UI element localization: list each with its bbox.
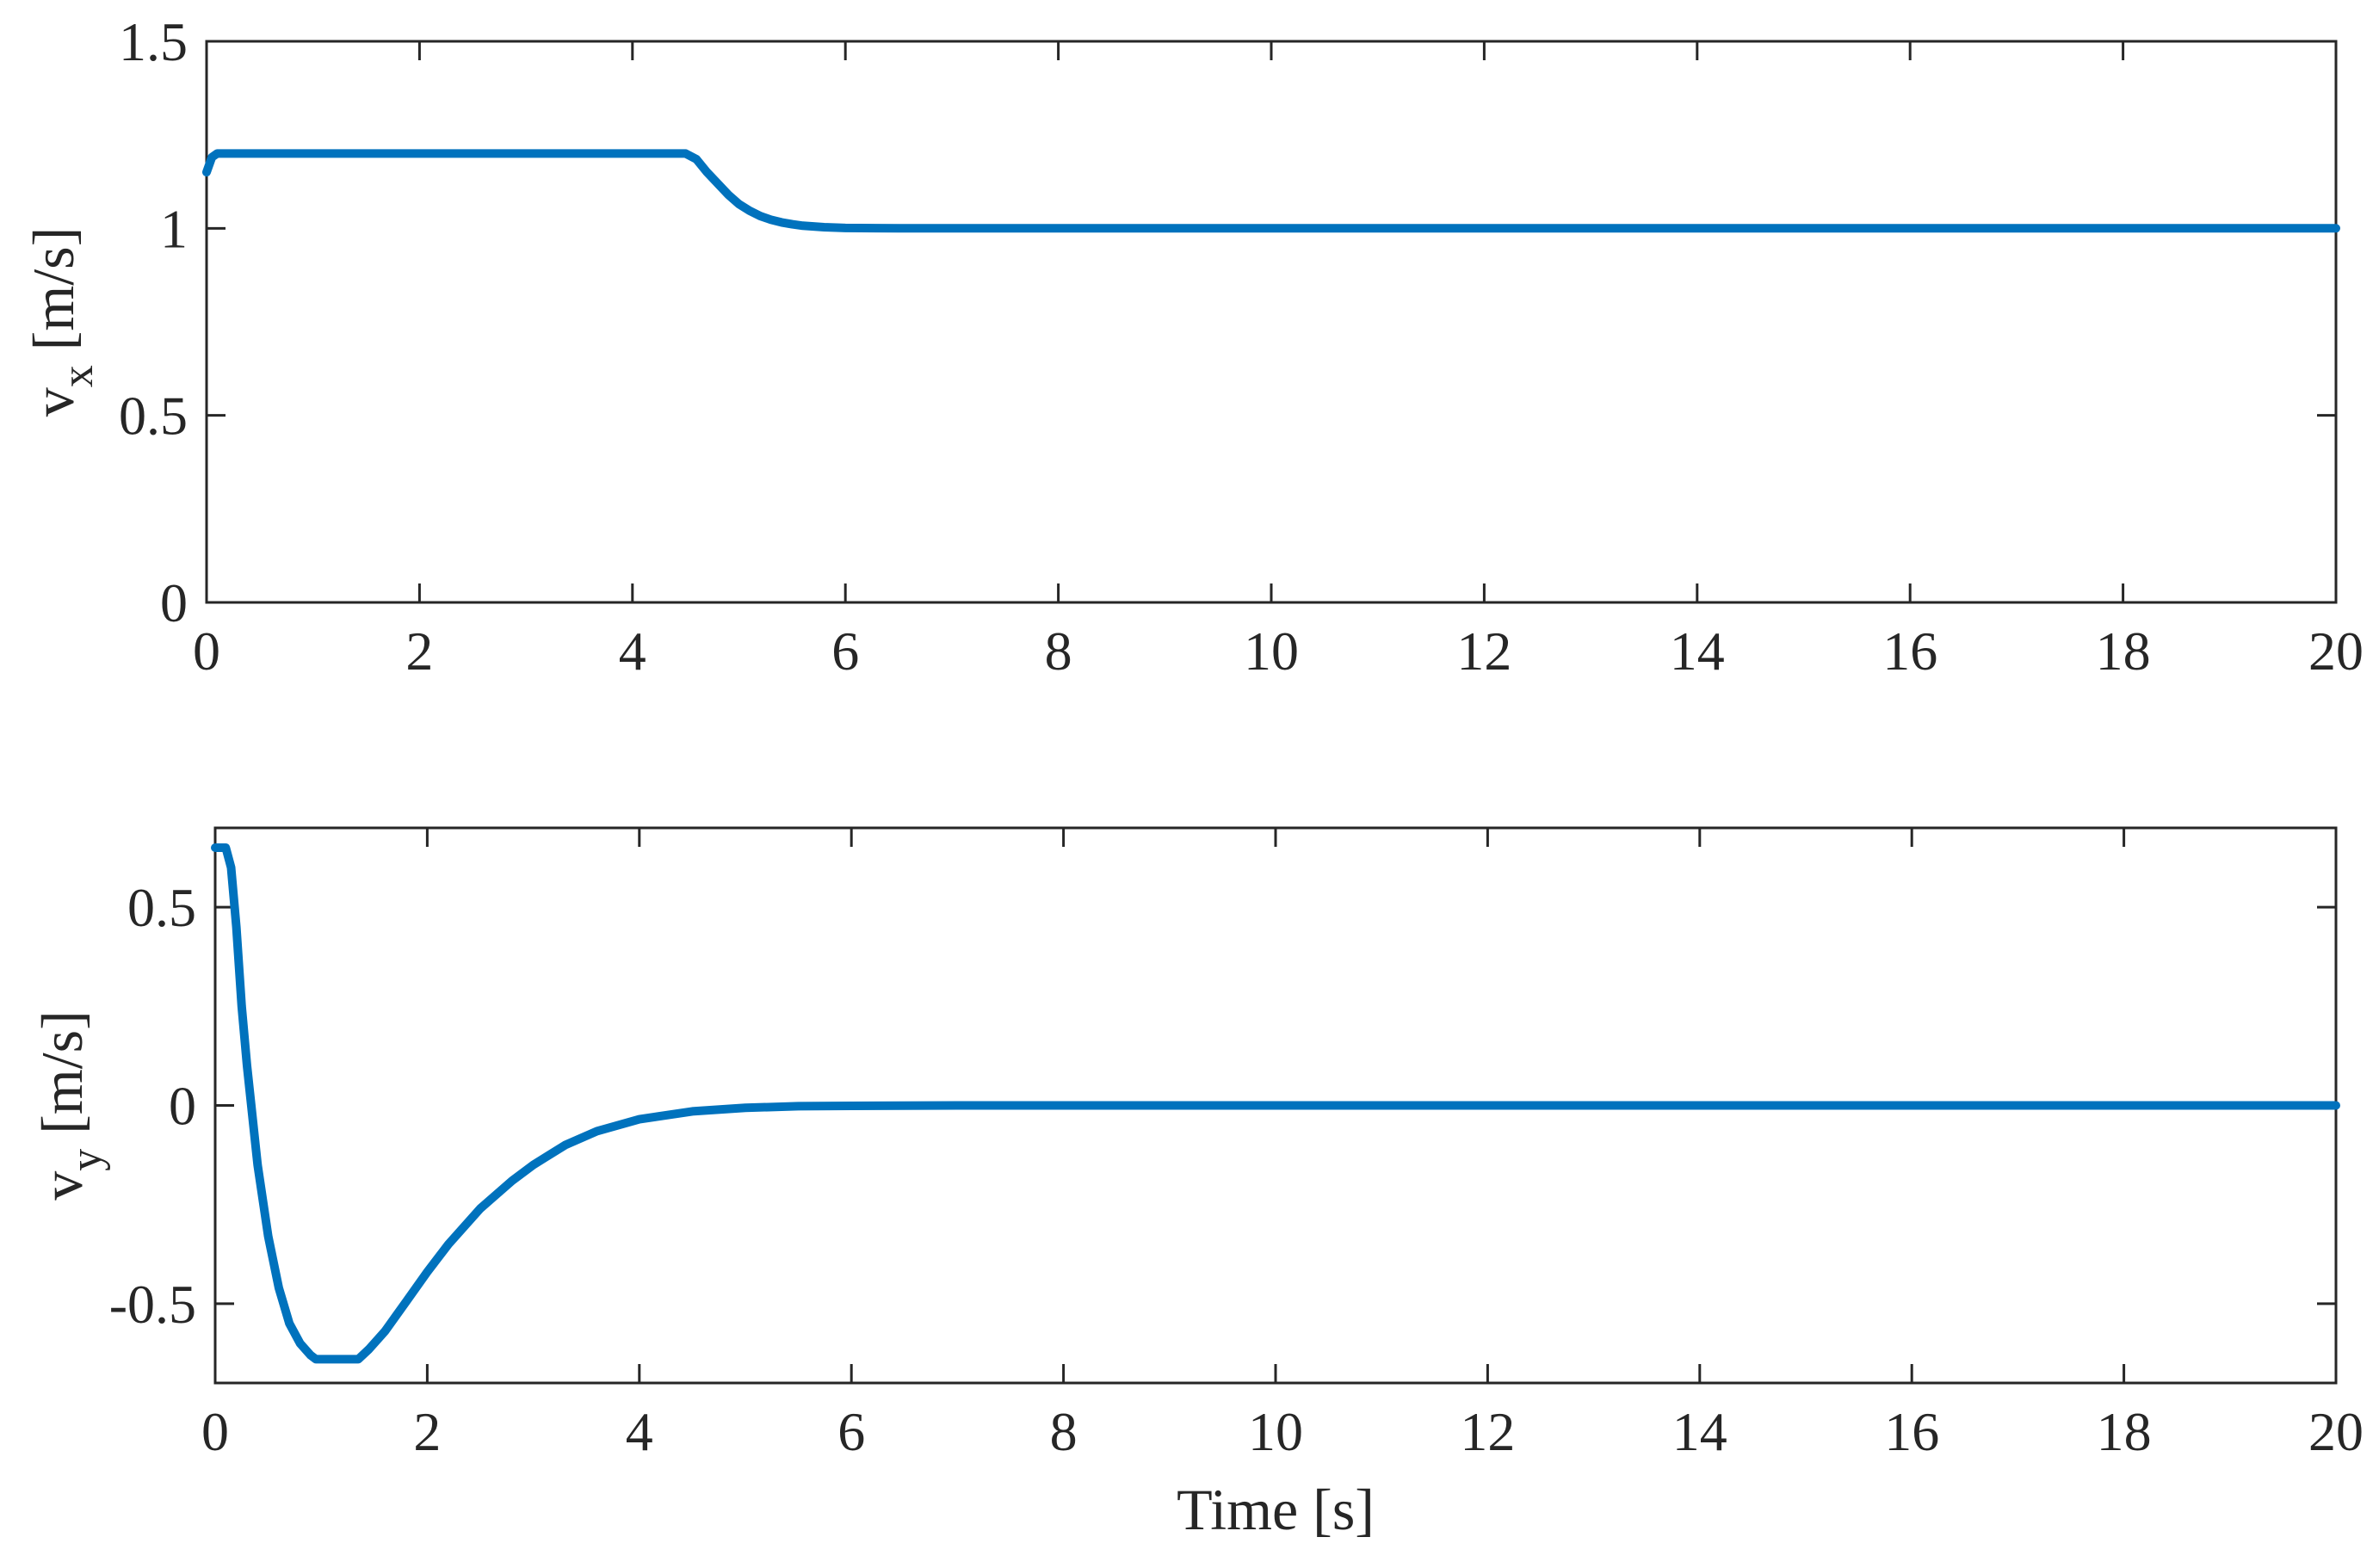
- vx-y-axis-label: vx [m/s]: [21, 227, 102, 417]
- vy-x-tick-label: 16: [1884, 1401, 1939, 1462]
- vy-ylabel-unit: [m/s]: [29, 1010, 95, 1149]
- vy-tick-labels: 0 2 4 6 8 10 12 14 16 18 20 -0.5 0 0.5: [109, 877, 2364, 1462]
- vx-ticks: [205, 40, 2338, 604]
- vy-x-tick-label: 6: [837, 1401, 865, 1462]
- vx-x-tick-label: 6: [831, 620, 859, 682]
- vy-ylabel-subscript: y: [62, 1149, 111, 1171]
- vx-y-tick-label: 1.5: [119, 11, 188, 72]
- vx-x-tick-label: 4: [619, 620, 646, 682]
- vy-x-tick-label: 20: [2308, 1401, 2364, 1462]
- vy-x-tick-label: 2: [413, 1401, 441, 1462]
- vx-x-tick-label: 14: [1670, 620, 1725, 682]
- vx-x-tick-label: 12: [1456, 620, 1511, 682]
- vy-x-tick-label: 18: [2097, 1401, 2152, 1462]
- vx-x-tick-label: 20: [2308, 620, 2364, 682]
- vy-x-tick-label: 4: [626, 1401, 653, 1462]
- vx-ylabel-main: v: [21, 387, 86, 417]
- vy-y-tick-label: 0.5: [127, 877, 196, 938]
- vx-x-tick-label: 8: [1045, 620, 1072, 682]
- vy-x-axis-label: Time [s]: [1177, 1477, 1375, 1542]
- vy-y-tick-label: -0.5: [109, 1274, 196, 1335]
- vy-x-tick-label: 0: [201, 1401, 229, 1462]
- vy-subplot: 0 2 4 6 8 10 12 14 16 18 20 -0.5 0 0.5 vy [m/s] Time …: [29, 826, 2364, 1542]
- vy-x-tick-label: 10: [1248, 1401, 1303, 1462]
- vx-ylabel-unit: [m/s]: [21, 227, 86, 366]
- vy-series-line: [211, 843, 2340, 1364]
- vy-ylabel-main: v: [29, 1171, 95, 1201]
- vx-series-line: [202, 149, 2340, 233]
- vx-tick-labels: 0 2 4 6 8 10 12 14 16 18 20 0 0.5 1 1.5: [119, 11, 2364, 682]
- vy-ticks: [213, 828, 2338, 1383]
- vx-y-tick-label: 0: [160, 572, 188, 633]
- vx-x-tick-label: 0: [193, 620, 220, 682]
- vx-x-tick-label: 2: [405, 620, 433, 682]
- vx-subplot: 0 2 4 6 8 10 12 14 16 18 20 0 0.5 1 1.5 vx [m/s]: [21, 11, 2364, 682]
- vx-x-tick-label: 18: [2096, 620, 2151, 682]
- vx-x-tick-label: 10: [1244, 620, 1299, 682]
- vy-x-tick-label: 14: [1672, 1401, 1727, 1462]
- vx-y-tick-label: 1: [160, 198, 188, 259]
- vx-y-tick-label: 0.5: [119, 386, 188, 447]
- vy-x-tick-label: 12: [1460, 1401, 1515, 1462]
- vx-axes-frame: [205, 40, 2338, 604]
- vx-ylabel-subscript: x: [53, 365, 102, 387]
- vx-x-tick-label: 16: [1882, 620, 1937, 682]
- vy-y-tick-label: 0: [169, 1076, 196, 1137]
- vy-x-tick-label: 8: [1050, 1401, 1078, 1462]
- vy-y-axis-label: vy [m/s]: [29, 1010, 111, 1201]
